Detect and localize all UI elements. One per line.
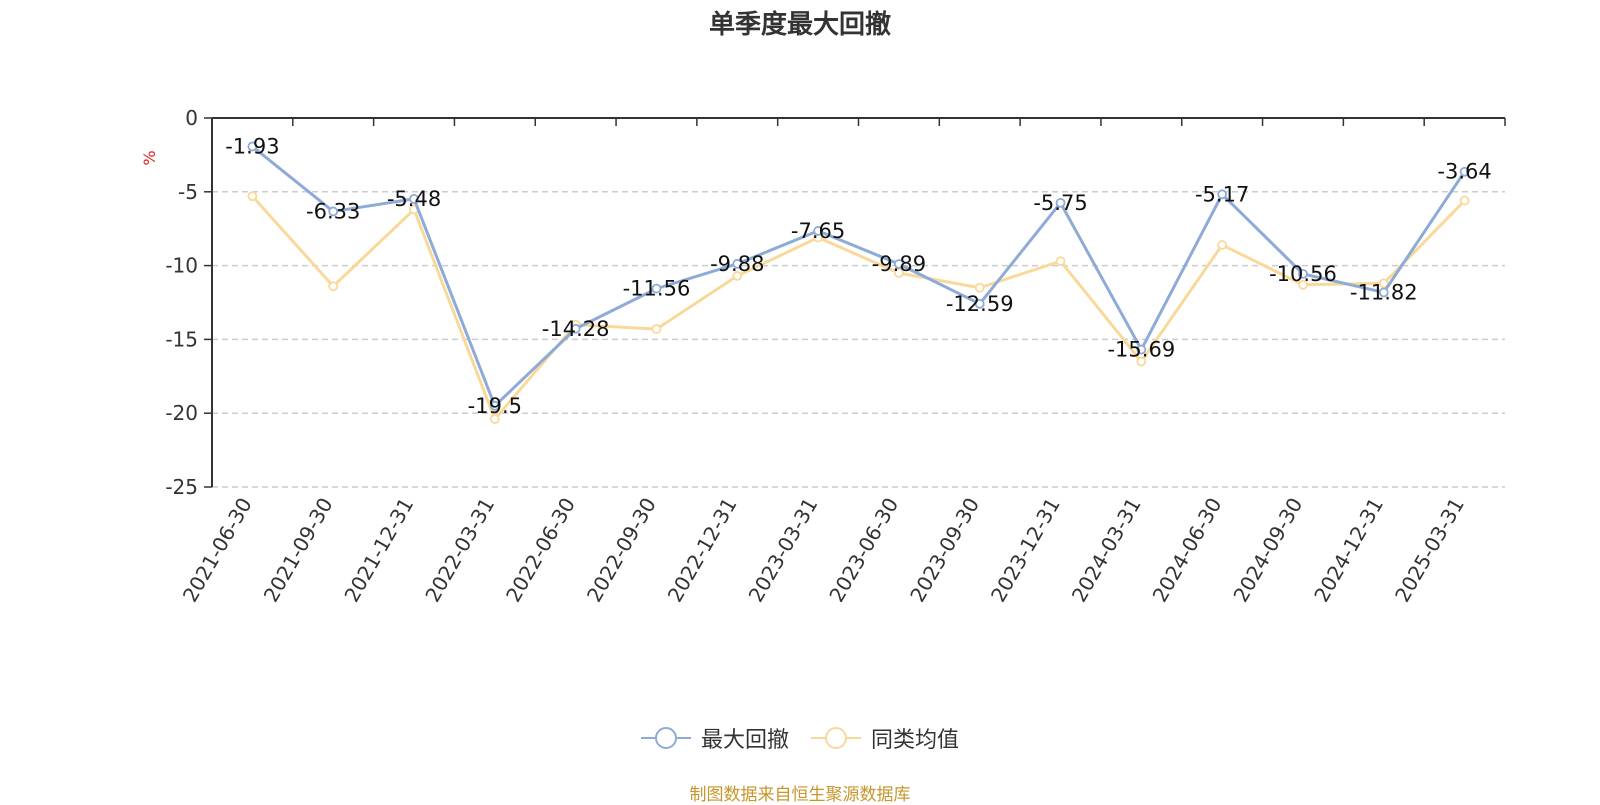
data-point-series-1 [1298,279,1308,290]
data-label: -11.82 [1350,280,1418,304]
y-tick-label: -25 [165,475,198,499]
data-point-series-1 [732,271,743,281]
x-tick-label: 2024-06-30 [1148,494,1227,607]
data-label: -19.5 [468,394,522,418]
data-label: -15.69 [1107,338,1175,362]
x-tick-label: 2021-09-30 [259,494,338,607]
data-point-series-1 [1217,240,1228,250]
x-tick-label: 2023-09-30 [905,494,984,607]
y-tick-label: -15 [165,327,198,351]
data-label: -14.28 [542,317,610,341]
data-point-series-0 [1217,189,1228,200]
x-tick-label: 2022-09-30 [582,494,661,607]
data-point-series-0 [1055,197,1066,208]
x-tick-label: 2024-09-30 [1228,494,1307,607]
data-point-series-0 [247,141,258,152]
legend-item-series-0[interactable]: 最大回撤 [640,722,789,754]
data-label: -11.56 [623,277,691,301]
data-point-series-0 [974,298,985,309]
data-point-series-0 [328,206,339,217]
y-tick-label: -10 [165,254,198,278]
y-tick-label: -5 [178,180,198,204]
chart-title: 单季度最大回撤 [708,10,891,40]
legend-item-series-1[interactable]: 同类均值 [811,722,959,754]
data-point-series-0 [489,400,500,411]
data-point-series-1 [489,414,500,425]
data-label: -6.33 [306,199,360,223]
data-point-series-1 [894,268,904,278]
data-label: -3.64 [1437,160,1491,184]
source-note: 制图数据来自恒生聚源数据库 [689,785,911,805]
x-tick-label: 2024-03-31 [1067,494,1146,607]
y-tick-label: 0 [185,106,198,130]
x-tick-label: 2023-06-30 [824,494,903,607]
data-point-series-1 [247,191,258,202]
legend-marker-icon [640,727,691,749]
data-label: -5.17 [1195,182,1249,206]
x-tick-label: 2021-06-30 [178,494,257,607]
data-point-series-1 [1136,356,1147,367]
legend-label-series-0: 最大回撤 [700,728,789,753]
data-label: -5.75 [1033,191,1087,215]
data-label: -1.93 [225,134,279,158]
data-point-series-0 [409,193,419,204]
x-tick-label: 2025-03-31 [1390,494,1469,607]
data-point-series-0 [732,258,743,269]
data-point-series-0 [1459,166,1470,177]
x-tick-label: 2024-12-31 [1309,494,1388,607]
data-point-series-0 [651,283,662,294]
data-label: -12.59 [946,292,1014,316]
x-tick-label: 2022-06-30 [501,494,580,607]
x-tick-label: 2022-12-31 [663,494,742,607]
data-point-series-0 [1136,344,1147,355]
y-axis-unit-label: % [140,150,159,165]
data-point-series-1 [1459,195,1470,206]
data-point-series-1 [651,324,662,334]
x-tick-label: 2022-03-31 [420,494,499,607]
data-point-series-1 [1055,256,1066,267]
series-lines [247,141,1470,425]
axes: 0 -5 -10 -15 -20 -25% 2021-06-30 2021-09-30 2021… [140,106,1506,607]
legend-label-series-1: 同类均值 [871,728,960,753]
x-tick-label: 2023-12-31 [986,494,1065,607]
data-point-series-1 [328,281,339,292]
data-point-series-1 [974,282,985,293]
data-label: -10.56 [1269,262,1337,286]
data-point-series-0 [813,226,823,236]
x-tick-label: 2023-03-31 [744,494,823,607]
legend: 最大回撤 同类均值 [0,722,1600,754]
series-line-1 [251,195,1466,421]
data-label: -9.88 [710,252,764,276]
data-point-series-0 [570,323,581,334]
data-point-series-0 [1378,287,1389,298]
data-point-series-0 [1298,268,1308,279]
data-labels: -1.93 -6.33 -5.48 -19.5 -14.28 -11.56 -9.88 -7.… [225,134,1492,417]
series-line-0 [251,145,1466,408]
grid-lines [212,191,1505,488]
y-tick-label: -20 [165,401,198,425]
data-label: -9.89 [872,252,926,276]
data-point-series-1 [1378,278,1389,289]
legend-marker-icon [811,727,861,749]
data-label: -7.65 [791,219,845,243]
x-tick-label: 2021-12-31 [339,494,418,607]
data-label: -5.48 [387,187,441,211]
data-point-series-0 [894,259,904,269]
